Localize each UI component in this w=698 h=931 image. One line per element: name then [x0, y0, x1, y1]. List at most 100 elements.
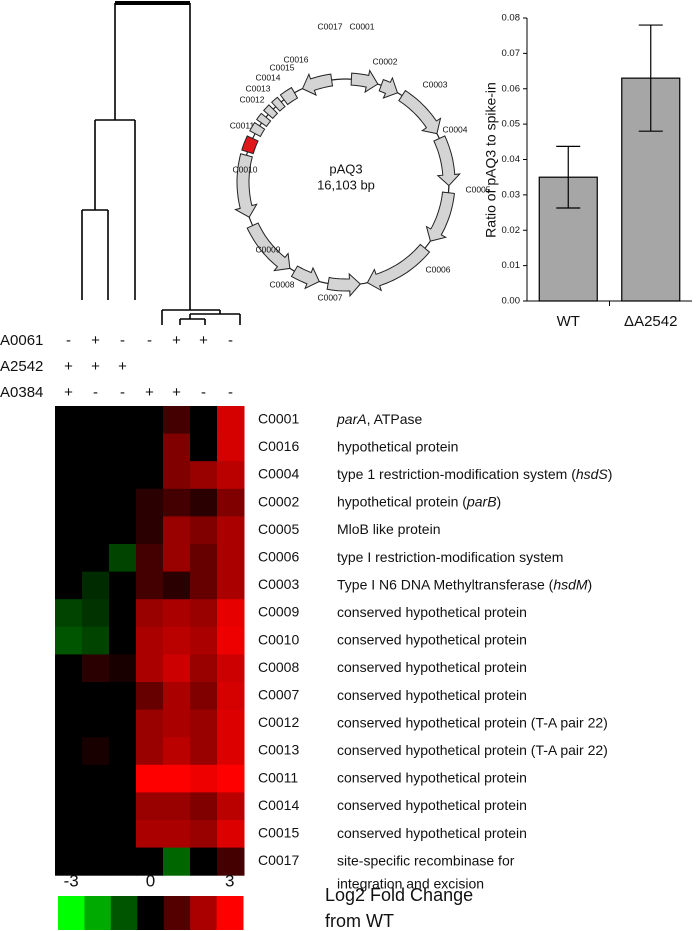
- heatmap-cell: [136, 682, 164, 711]
- legend-title: from WT: [325, 911, 394, 931]
- heatmap-cell: [109, 654, 137, 683]
- gene-description: hypothetical protein: [337, 438, 458, 454]
- heatmap-cell: [55, 792, 83, 821]
- plasmid-gene: [234, 153, 258, 218]
- heatmap-cell: [82, 709, 110, 738]
- heatmap-cell: [190, 792, 218, 821]
- gene-id: C0012: [258, 714, 299, 730]
- plasmid-gene: [326, 272, 361, 298]
- heatmap-cell: [190, 709, 218, 738]
- heatmap-cell: [163, 682, 191, 711]
- heatmap-cell: [217, 544, 245, 573]
- plasmid-gene-label: C0015: [269, 62, 294, 72]
- heatmap-cell: [163, 461, 191, 490]
- genotype-sign: +: [91, 358, 100, 375]
- heatmap-cell: [190, 626, 218, 655]
- plasmid-gene: [433, 135, 461, 187]
- heatmap-cell: [163, 544, 191, 573]
- heatmap-cell: [136, 599, 164, 628]
- heatmap-cell: [190, 599, 218, 628]
- heatmap-cell: [109, 709, 137, 738]
- heatmap-cell: [136, 820, 164, 849]
- gene-id: C0011: [258, 769, 298, 785]
- legend-swatch: [190, 896, 218, 930]
- genotype-sign: +: [64, 358, 73, 375]
- gene-id: C0004: [258, 466, 299, 482]
- plasmid-gene-label: C0005: [465, 184, 490, 194]
- plasmid-gene-label: C0003: [422, 79, 447, 89]
- genotype-sign: +: [118, 358, 127, 375]
- heatmap-cell: [190, 737, 218, 766]
- heatmap-cell: [163, 433, 191, 462]
- gene-description: conserved hypothetical protein: [337, 825, 527, 841]
- heatmap-cell: [136, 847, 164, 876]
- heatmap-cell: [136, 709, 164, 738]
- heatmap-cell: [109, 571, 137, 600]
- plasmid-size: 16,103 bp: [317, 177, 375, 192]
- gene-description: type I restriction-modification system: [337, 549, 563, 565]
- heatmap-cell: [217, 599, 245, 628]
- description-part: type 1 restriction-modification system (: [337, 466, 576, 482]
- plasmid-gene: [246, 222, 291, 272]
- heatmap-cell: [55, 544, 83, 573]
- description-part: conserved hypothetical protein: [337, 659, 527, 675]
- gene-id: C0007: [258, 687, 299, 703]
- heatmap-cell: [163, 516, 191, 545]
- y-tick-label: 0.02: [502, 225, 521, 236]
- heatmap-cell: [109, 764, 137, 793]
- gene-id: C0015: [258, 825, 299, 841]
- plasmid-gene-label: C0016: [283, 54, 308, 64]
- heatmap-cell: [217, 820, 245, 849]
- plasmid-name: pAQ3: [329, 161, 362, 176]
- legend-swatch: [137, 896, 165, 930]
- heatmap-cell: [190, 654, 218, 683]
- y-tick-label: 0.07: [502, 48, 521, 59]
- heatmap-cell: [109, 847, 137, 876]
- gene-id: C0009: [258, 604, 299, 620]
- plasmid-gene: [249, 121, 266, 138]
- gene-id: C0016: [258, 438, 299, 454]
- heatmap-cell: [55, 599, 83, 628]
- gene-id: C0006: [258, 549, 299, 565]
- genotype-sign: -: [93, 384, 98, 401]
- plasmid-gene: [366, 243, 431, 292]
- description-part: site-specific recombinase for: [337, 852, 515, 868]
- gene-description: parA, ATPase: [336, 411, 423, 427]
- genotype-sign: +: [91, 332, 100, 349]
- heatmap-cell: [55, 764, 83, 793]
- heatmap-cell: [163, 406, 191, 435]
- description-part: hsdM: [553, 576, 588, 592]
- gene-id: C0003: [258, 576, 299, 592]
- description-part: conserved hypothetical protein: [337, 687, 527, 703]
- gene-id: C0005: [258, 521, 299, 537]
- heatmap-cell: [82, 544, 110, 573]
- legend-swatch: [163, 896, 191, 930]
- gene-description: type 1 restriction-modification system (…: [337, 466, 612, 482]
- heatmap-cell: [217, 626, 245, 655]
- y-axis-label: Ratio of pAQ3 to spike-in: [483, 82, 499, 238]
- heatmap-cell: [217, 792, 245, 821]
- heatmap-cell: [55, 516, 83, 545]
- description-part: conserved hypothetical protein: [337, 797, 527, 813]
- heatmap-cell: [190, 406, 218, 435]
- plasmid-gene: [398, 89, 442, 135]
- plasmid-gene-label: C0012: [239, 94, 264, 104]
- plasmid-gene-label: C0017: [317, 21, 342, 31]
- gene-description: site-specific recombinase for: [337, 852, 515, 868]
- plasmid-gene: [262, 104, 279, 120]
- plasmid-gene-label: C0009: [255, 244, 280, 254]
- description-part: ): [497, 493, 502, 509]
- legend-tick-label: 0: [146, 871, 155, 890]
- gene-description: conserved hypothetical protein: [337, 687, 527, 703]
- description-part: hypothetical protein: [337, 438, 458, 454]
- y-tick-label: 0.00: [502, 296, 521, 307]
- description-part: integration and excision: [337, 875, 484, 891]
- legend-swatch: [216, 896, 244, 930]
- x-tick-label: ΔA2542: [624, 313, 677, 330]
- y-tick-label: 0.05: [502, 119, 521, 130]
- heatmap-cell: [136, 764, 164, 793]
- plasmid-gene: [290, 265, 320, 290]
- genotype-sign: -: [147, 332, 152, 349]
- genotype-sign: +: [145, 384, 154, 401]
- heatmap-cell: [55, 654, 83, 683]
